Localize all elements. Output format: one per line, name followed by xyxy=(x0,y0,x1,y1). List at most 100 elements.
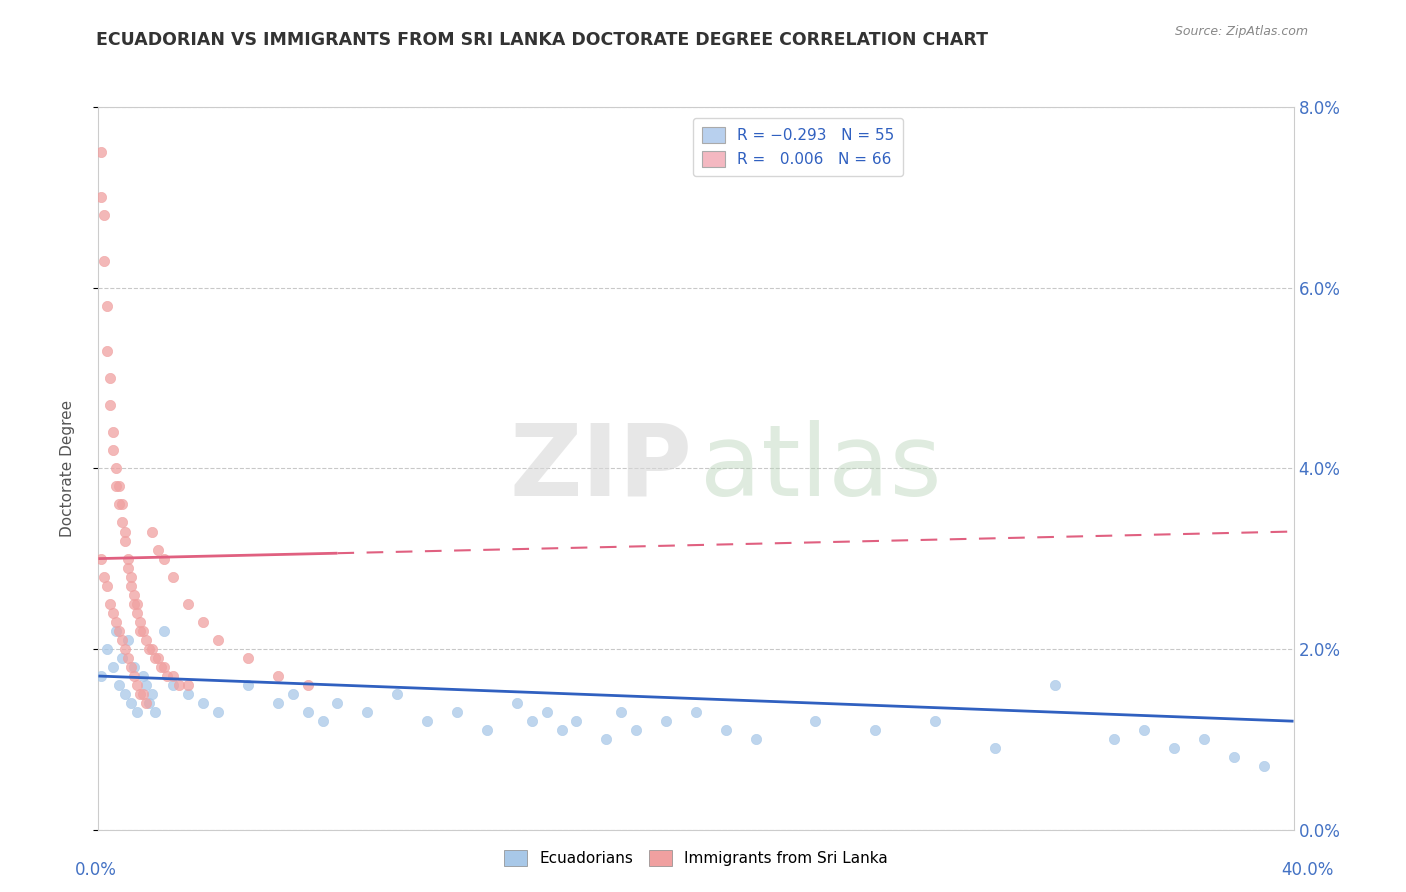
Point xyxy=(1043,678,1066,692)
Point xyxy=(120,660,142,674)
Point xyxy=(96,299,118,313)
Point xyxy=(267,696,290,710)
Point xyxy=(90,145,112,160)
Point xyxy=(127,705,149,719)
Point xyxy=(111,632,134,647)
Point xyxy=(143,651,166,665)
Point xyxy=(865,723,887,738)
Text: 0.0%: 0.0% xyxy=(75,861,117,879)
Point xyxy=(1104,732,1126,747)
Point xyxy=(536,705,558,719)
Point xyxy=(93,570,115,584)
Point xyxy=(132,624,155,638)
Point xyxy=(124,669,146,683)
Point xyxy=(90,551,112,566)
Point xyxy=(105,479,128,493)
Point xyxy=(90,669,112,683)
Point xyxy=(127,606,149,620)
Point xyxy=(610,705,633,719)
Point xyxy=(1223,750,1246,764)
Point xyxy=(153,551,176,566)
Y-axis label: Doctorate Degree: Doctorate Degree xyxy=(60,400,75,537)
Point xyxy=(105,615,128,629)
Point xyxy=(153,624,176,638)
Point xyxy=(150,660,173,674)
Point xyxy=(177,597,200,611)
Point xyxy=(124,660,146,674)
Point xyxy=(103,425,125,439)
Point xyxy=(207,705,229,719)
Point xyxy=(129,624,152,638)
Point xyxy=(167,678,190,692)
Point xyxy=(117,632,139,647)
Point xyxy=(111,651,134,665)
Point xyxy=(93,208,115,222)
Point xyxy=(236,678,259,692)
Point xyxy=(135,632,157,647)
Point xyxy=(191,615,214,629)
Point xyxy=(162,678,184,692)
Point xyxy=(141,524,163,539)
Point xyxy=(120,696,142,710)
Point xyxy=(626,723,648,738)
Point xyxy=(132,669,155,683)
Point xyxy=(103,606,125,620)
Point xyxy=(138,696,160,710)
Text: ECUADORIAN VS IMMIGRANTS FROM SRI LANKA DOCTORATE DEGREE CORRELATION CHART: ECUADORIAN VS IMMIGRANTS FROM SRI LANKA … xyxy=(96,31,987,49)
Point xyxy=(141,687,163,701)
Text: ZIP: ZIP xyxy=(509,420,692,516)
Point xyxy=(1253,759,1275,773)
Point xyxy=(124,597,146,611)
Point xyxy=(117,551,139,566)
Point xyxy=(506,696,529,710)
Legend: R = −0.293   N = 55, R =   0.006   N = 66: R = −0.293 N = 55, R = 0.006 N = 66 xyxy=(693,119,904,177)
Point xyxy=(385,687,409,701)
Point xyxy=(120,579,142,593)
Point xyxy=(108,479,131,493)
Point xyxy=(655,714,678,728)
Point xyxy=(475,723,498,738)
Point xyxy=(162,570,184,584)
Point xyxy=(550,723,572,738)
Point xyxy=(111,498,134,512)
Point xyxy=(108,498,131,512)
Point xyxy=(311,714,333,728)
Point xyxy=(127,597,149,611)
Point xyxy=(267,669,290,683)
Point xyxy=(138,642,160,657)
Point xyxy=(565,714,588,728)
Point xyxy=(297,678,319,692)
Point xyxy=(297,705,319,719)
Point xyxy=(177,678,200,692)
Point xyxy=(96,579,118,593)
Point xyxy=(685,705,707,719)
Point xyxy=(98,398,122,412)
Point xyxy=(520,714,543,728)
Point xyxy=(804,714,827,728)
Point xyxy=(1133,723,1156,738)
Point xyxy=(120,570,142,584)
Point xyxy=(105,461,128,475)
Point xyxy=(924,714,946,728)
Point xyxy=(135,696,157,710)
Point xyxy=(96,642,118,657)
Point xyxy=(281,687,304,701)
Point xyxy=(162,669,184,683)
Point xyxy=(356,705,378,719)
Point xyxy=(98,371,122,385)
Point xyxy=(326,696,349,710)
Point xyxy=(127,678,149,692)
Point xyxy=(124,588,146,602)
Point xyxy=(117,651,139,665)
Point xyxy=(96,343,118,358)
Point xyxy=(141,642,163,657)
Point xyxy=(148,542,170,557)
Point xyxy=(98,597,122,611)
Point xyxy=(90,190,112,204)
Point xyxy=(114,642,136,657)
Point xyxy=(108,678,131,692)
Point xyxy=(984,741,1007,756)
Text: 40.0%: 40.0% xyxy=(1281,861,1334,879)
Point xyxy=(129,615,152,629)
Point xyxy=(1163,741,1185,756)
